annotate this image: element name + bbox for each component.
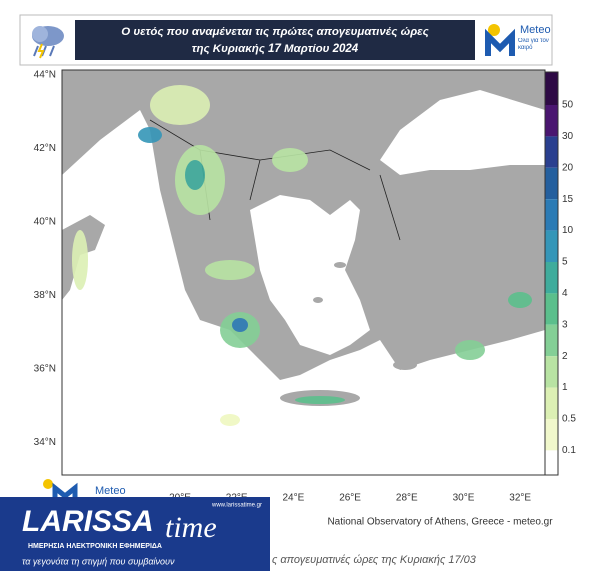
lat-label: 42°N — [34, 143, 56, 154]
lat-label: 44°N — [34, 70, 56, 81]
brand-banner — [0, 497, 270, 571]
credit: National Observatory of Athens, Greece -… — [327, 517, 553, 528]
colorbar-band — [545, 262, 558, 294]
colorbar-label: 1 — [562, 382, 568, 393]
island — [393, 360, 417, 370]
meteo-logo — [485, 24, 515, 56]
land — [62, 215, 105, 300]
logo-tagline-box: Όλα για τον καιρό — [518, 38, 549, 51]
title-band — [75, 20, 475, 60]
small-logo-name: Meteo — [95, 485, 126, 497]
brand-tagline: τα γεγονότα τη στιγμή που συμβαίνουν — [22, 556, 175, 566]
sea — [62, 110, 545, 475]
lat-label: 38°N — [34, 290, 56, 301]
lat-label: 36°N — [34, 364, 56, 375]
colorbar-label: 3 — [562, 319, 568, 330]
colorbar-label: 4 — [562, 288, 568, 299]
weather-icon — [32, 26, 64, 59]
brand-suffix: time — [165, 511, 217, 544]
island — [313, 297, 323, 303]
brand: LARISSA — [22, 505, 154, 538]
colorbar-label: 50 — [562, 100, 574, 111]
colorbar-band — [545, 450, 558, 475]
colorbar-band — [545, 105, 558, 137]
colorbar-label: 0.1 — [562, 445, 576, 456]
sea — [380, 90, 545, 175]
colorbar-band — [545, 387, 558, 419]
island — [334, 262, 346, 268]
colorbar-band — [545, 293, 558, 325]
logo-tagline: Όλα για τον καιρό — [518, 38, 549, 51]
colorbar-label: 5 — [562, 257, 568, 268]
colorbar-label: 10 — [562, 225, 574, 236]
colorbar-frame — [544, 71, 559, 476]
colorbar-band — [545, 324, 558, 357]
colorbar-band — [545, 419, 558, 451]
colorbar-band — [545, 167, 558, 200]
lat-label: 34°N — [34, 437, 56, 448]
colorbar-top — [545, 72, 558, 105]
rain — [72, 85, 532, 426]
colorbar-band — [545, 230, 558, 262]
brand-tagline: ΗΜΕΡΗΣΙΑ ΗΛΕΚΤΡΟΝΙΚΗ ΕΦΗΜΕΡΙΔΑ — [28, 543, 162, 550]
colorbar-label: 30 — [562, 131, 574, 142]
title-line: της Κυριακής 17 Μαρτίου 2024 — [192, 43, 359, 55]
brand-site: www.larissatime.gr — [211, 503, 262, 509]
lon-label: 26°E — [339, 493, 361, 504]
colorbar-label: 15 — [562, 194, 574, 205]
lon-label: 32°E — [509, 493, 531, 504]
colorbar-band — [545, 136, 558, 168]
lat-label: 40°N — [34, 217, 56, 228]
caption: ς απογευματινές ώρες της Κυριακής 17/03 — [272, 554, 477, 566]
title-line: Ο υετός που αναμένεται τις πρώτες απογευ… — [121, 26, 429, 38]
colorbar-band — [545, 199, 558, 231]
colorbar: 50 30 20 15 10 5 4 3 2 1 0.5 0.1 — [544, 71, 576, 476]
colorbar-band — [545, 356, 558, 388]
small-logo — [43, 479, 78, 500]
lon-label: 28°E — [396, 493, 418, 504]
sea — [250, 195, 370, 355]
logo-name: Meteo — [520, 24, 551, 36]
map — [61, 69, 546, 476]
colorbar-label: 2 — [562, 351, 568, 362]
colorbar-label: 20 — [562, 162, 574, 173]
colorbar-label: 0.5 — [562, 414, 576, 425]
lon-label: 30°E — [453, 493, 475, 504]
lon-label: 24°E — [283, 493, 305, 504]
